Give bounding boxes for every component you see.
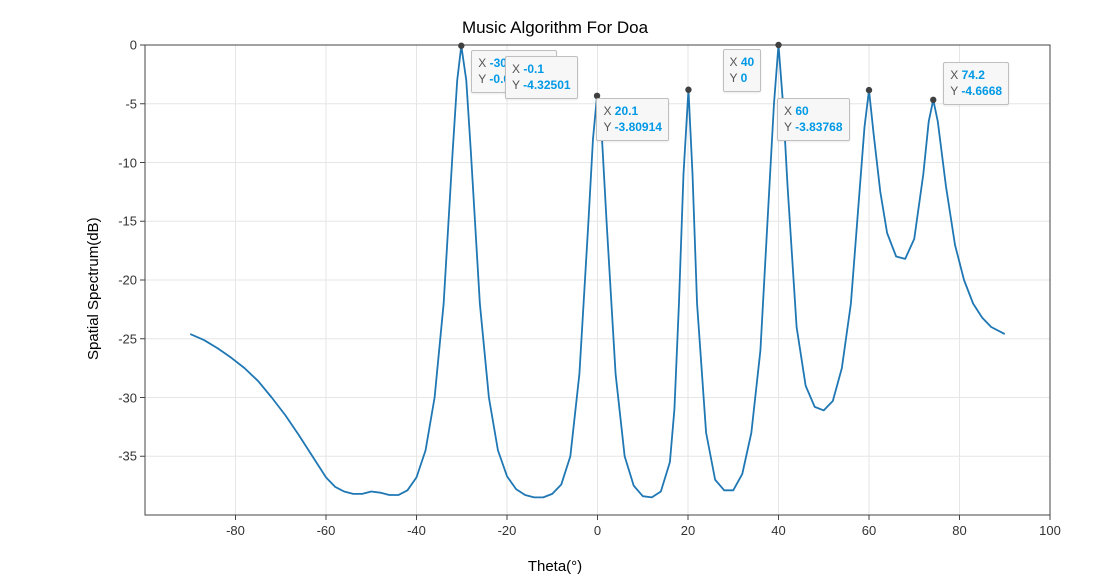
- datatip-x-label: X: [784, 104, 795, 118]
- datatip-y-value: -3.83768: [795, 120, 842, 134]
- datatip[interactable]: X 74.2Y -4.6668: [943, 62, 1009, 105]
- x-tick: 40: [771, 523, 785, 538]
- datatip-y-label: Y: [478, 72, 489, 86]
- datatip-y-label: Y: [730, 71, 741, 85]
- y-tick: -30: [105, 390, 137, 405]
- peak-marker[interactable]: [930, 97, 936, 103]
- x-tick: 60: [862, 523, 876, 538]
- peak-marker[interactable]: [458, 43, 464, 49]
- chart-container: Music Algorithm For Doa -80-60-40-200204…: [0, 0, 1110, 586]
- x-tick: -60: [317, 523, 336, 538]
- y-tick: 0: [105, 38, 137, 53]
- datatip-x-value: 20.1: [615, 104, 638, 118]
- datatip[interactable]: X -0.1Y -4.32501: [505, 56, 578, 99]
- x-tick: -20: [498, 523, 517, 538]
- x-tick: 20: [681, 523, 695, 538]
- datatip-x-value: 60: [795, 104, 808, 118]
- datatip-y-label: Y: [950, 84, 961, 98]
- datatip-x-label: X: [512, 62, 523, 76]
- datatip-y-value: -4.6668: [961, 84, 1002, 98]
- x-axis-label: Theta(°): [0, 558, 1110, 575]
- datatip-y-value: -3.80914: [615, 120, 662, 134]
- datatip-y-value: 0: [741, 71, 748, 85]
- x-tick: 0: [594, 523, 601, 538]
- y-axis-label: Spatial Spectrum(dB): [85, 217, 102, 360]
- datatip-x-label: X: [478, 56, 489, 70]
- x-tick: 100: [1039, 523, 1061, 538]
- datatip-x-label: X: [950, 68, 961, 82]
- y-tick: -20: [105, 273, 137, 288]
- y-tick: -5: [105, 96, 137, 111]
- datatip[interactable]: X 20.1Y -3.80914: [596, 98, 669, 141]
- datatip-y-label: Y: [603, 120, 614, 134]
- datatip-x-label: X: [730, 55, 741, 69]
- x-tick: -80: [226, 523, 245, 538]
- y-tick: -15: [105, 214, 137, 229]
- datatip-x-value: 74.2: [962, 68, 985, 82]
- datatip-x-value: -0.1: [523, 62, 544, 76]
- datatip-y-value: -4.32501: [523, 78, 570, 92]
- peak-marker[interactable]: [866, 87, 872, 93]
- datatip-y-label: Y: [784, 120, 795, 134]
- datatip-y-label: Y: [512, 78, 523, 92]
- y-tick: -35: [105, 449, 137, 464]
- datatip[interactable]: X 60Y -3.83768: [777, 98, 850, 141]
- peak-marker[interactable]: [775, 42, 781, 48]
- y-tick: -10: [105, 155, 137, 170]
- peak-marker[interactable]: [685, 87, 691, 93]
- datatip[interactable]: X 40Y 0: [723, 49, 762, 92]
- datatip-x-label: X: [603, 104, 614, 118]
- x-tick: -40: [407, 523, 426, 538]
- datatip-x-value: 40: [741, 55, 754, 69]
- x-tick: 80: [952, 523, 966, 538]
- y-tick: -25: [105, 331, 137, 346]
